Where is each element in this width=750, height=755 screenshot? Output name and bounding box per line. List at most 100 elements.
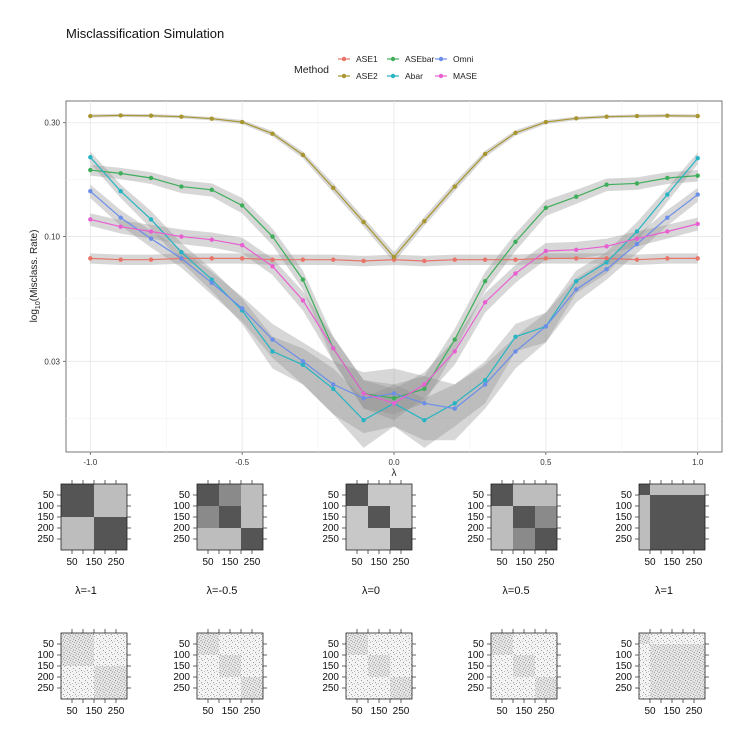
point-mase <box>239 242 245 248</box>
point-mase <box>634 236 640 241</box>
point-ase1 <box>452 257 457 262</box>
point-omni <box>88 188 93 194</box>
matrix-block <box>639 484 650 495</box>
y-tick-label: 0.30 <box>44 119 60 128</box>
point-mase <box>665 229 670 234</box>
point-abar <box>148 217 154 222</box>
point-ase1 <box>88 256 93 261</box>
matrix-dense-block <box>346 633 368 655</box>
point-ase1 <box>574 256 579 261</box>
point-ase1 <box>239 256 245 261</box>
x-tick-label: 1.0 <box>692 458 704 467</box>
legend-label-ase2: ASE2 <box>356 71 378 81</box>
point-abar <box>300 362 306 368</box>
panel-x-tick-label: 150 <box>371 706 388 717</box>
point-omni <box>331 382 336 387</box>
point-asebar <box>543 205 549 210</box>
panel-x-tick-label: 150 <box>516 557 533 568</box>
matrix-block <box>535 528 557 550</box>
y-tick-label: 0.10 <box>44 233 60 242</box>
point-abar <box>179 249 184 255</box>
point-asebar <box>209 187 214 193</box>
point-abar <box>422 417 427 423</box>
panel-y-tick-label: 250 <box>37 534 54 545</box>
legend-label-asebar: ASEbar <box>405 54 434 64</box>
matrix-dense-block <box>219 655 241 677</box>
panel-y-tick-label: 200 <box>322 523 339 534</box>
panel-y-tick-label: 100 <box>322 501 339 512</box>
panel-y-tick-label: 250 <box>615 534 632 545</box>
point-asebar <box>452 337 457 342</box>
point-abar <box>482 377 488 383</box>
point-ase1 <box>148 257 154 262</box>
point-abar <box>361 417 366 423</box>
point-ase2 <box>270 131 275 136</box>
point-ase2 <box>482 151 488 157</box>
point-ase2 <box>513 130 518 136</box>
point-omni <box>239 306 245 311</box>
matrix-block <box>219 528 241 550</box>
matrix-block <box>219 506 241 528</box>
y-axis-label: log10(Misclass. Rate) <box>29 230 42 323</box>
x-tick-label: 0.5 <box>540 458 552 467</box>
panel-y-tick-label: 50 <box>328 639 340 650</box>
matrix-dense-block <box>197 633 219 655</box>
panel-y-tick-label: 50 <box>43 639 55 650</box>
point-abar <box>695 156 700 161</box>
panel-y-tick-label: 50 <box>179 639 191 650</box>
point-ase2 <box>665 113 670 118</box>
matrix-dense-block <box>535 677 557 699</box>
panel-y-tick-label: 100 <box>322 650 339 661</box>
panel-y-tick-label: 250 <box>322 534 339 545</box>
point-ase2 <box>391 254 397 260</box>
matrix-block <box>513 528 535 550</box>
matrix-dense-block <box>61 633 94 666</box>
point-ase2 <box>331 185 336 191</box>
panel-y-tick-label: 200 <box>173 523 190 534</box>
matrix-dense-block <box>650 644 705 699</box>
point-omni <box>604 266 609 272</box>
panel-x-tick-label: 150 <box>371 557 388 568</box>
point-asebar <box>270 234 275 239</box>
matrix-block <box>346 484 368 506</box>
panel-x-tick-label: 250 <box>686 706 703 717</box>
band-asebar <box>90 164 698 415</box>
panel-y-tick-label: 200 <box>173 672 190 683</box>
matrix-block <box>94 517 127 550</box>
point-asebar <box>482 278 488 284</box>
panel-y-tick-label: 100 <box>615 650 632 661</box>
matrix-block <box>368 506 390 528</box>
panel-y-tick-label: 100 <box>173 650 190 661</box>
point-mase <box>88 217 93 222</box>
panel-x-tick-label: 250 <box>244 557 261 568</box>
panel-x-tick-label: 150 <box>664 557 681 568</box>
matrix-block <box>241 506 263 528</box>
legend-label-abar: Abar <box>405 71 423 81</box>
panel-y-tick-label: 50 <box>328 490 340 501</box>
legend-key-point <box>390 73 396 79</box>
point-abar <box>513 334 518 340</box>
point-abar <box>88 155 93 160</box>
panel-y-tick-label: 50 <box>43 490 55 501</box>
point-mase <box>574 247 579 252</box>
point-ase1 <box>331 257 336 262</box>
point-abar <box>574 278 579 284</box>
panel-x-tick-label: 150 <box>222 557 239 568</box>
point-ase1 <box>118 257 123 262</box>
panel-y-tick-label: 100 <box>467 650 484 661</box>
point-ase2 <box>695 113 700 119</box>
panel-x-tick-label: 50 <box>202 557 214 568</box>
panel-y-tick-label: 100 <box>615 501 632 512</box>
panel-x-tick-label: 250 <box>108 557 125 568</box>
panel-y-tick-label: 100 <box>37 501 54 512</box>
legend-key-point <box>438 73 444 79</box>
point-mase <box>482 300 488 305</box>
point-asebar <box>604 182 609 187</box>
panel-x-tick-label: 250 <box>538 557 555 568</box>
panel-x-tick-label: 250 <box>244 706 261 717</box>
